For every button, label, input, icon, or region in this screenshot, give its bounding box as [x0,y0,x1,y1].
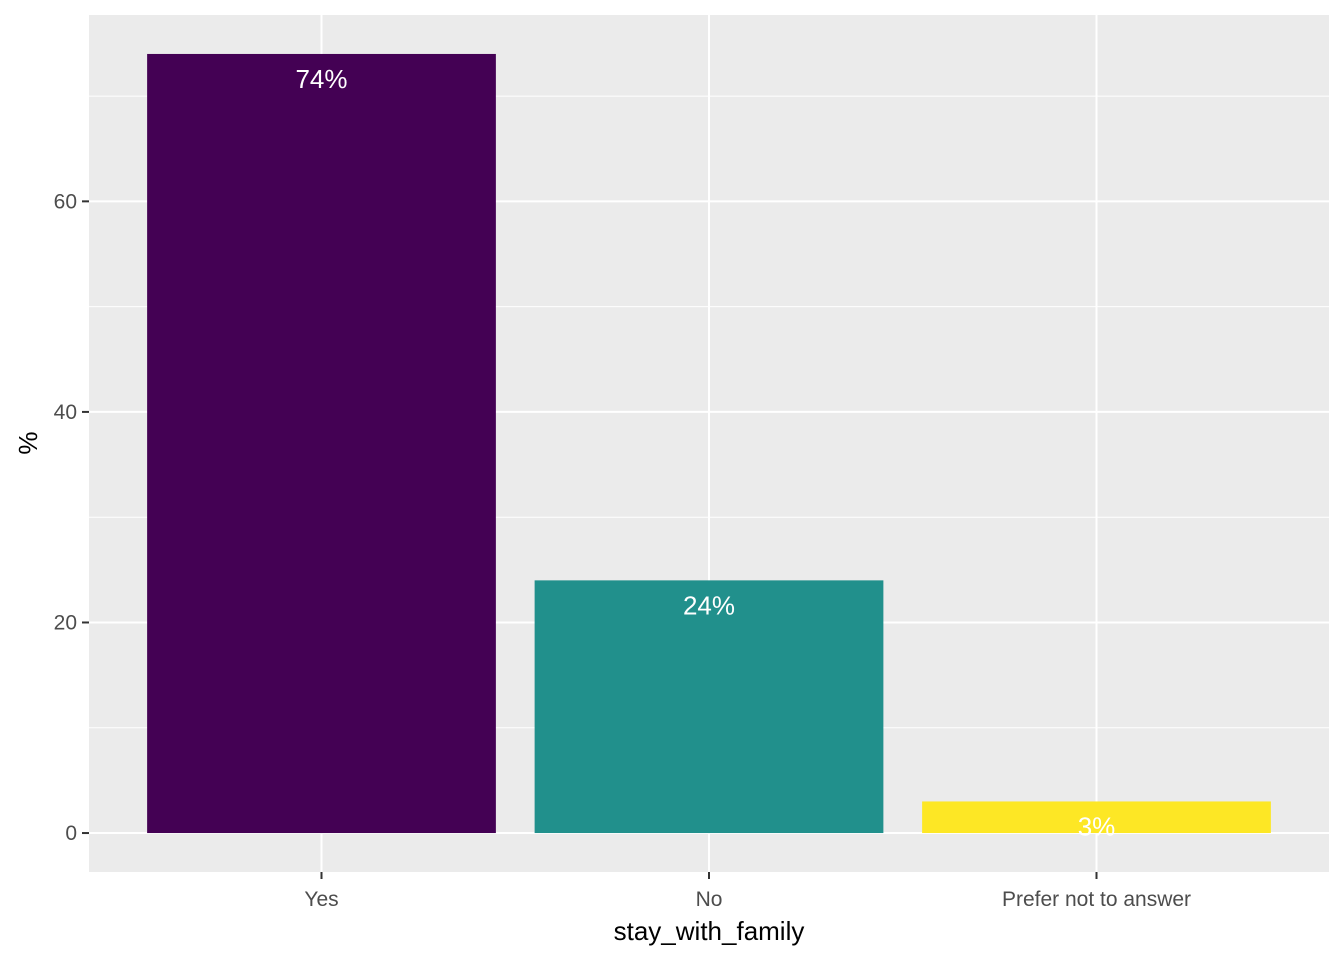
x-tick-label: Prefer not to answer [1002,888,1191,911]
bar-value-label: 3% [1078,811,1116,841]
x-tick-label: Yes [304,888,338,911]
bar [147,53,496,834]
bars [147,53,1271,834]
bar-value-label: 74% [295,64,347,94]
y-tick-label: 40 [54,401,77,424]
x-axis: Yes No Prefer not to answer [304,872,1191,911]
x-tick-label: No [696,888,723,911]
bar-value-labels: 74% 24% 3% [295,64,1115,842]
y-tick-label: 60 [54,190,77,213]
bar-value-label: 24% [683,590,735,620]
y-tick-label: 0 [65,822,77,845]
x-axis-title: stay_with_family [614,916,805,946]
y-axis: 0 20 40 60 [54,190,89,845]
y-tick-label: 20 [54,611,77,634]
bar [534,580,884,834]
bar [922,801,1271,834]
y-axis-title: % [13,431,43,454]
